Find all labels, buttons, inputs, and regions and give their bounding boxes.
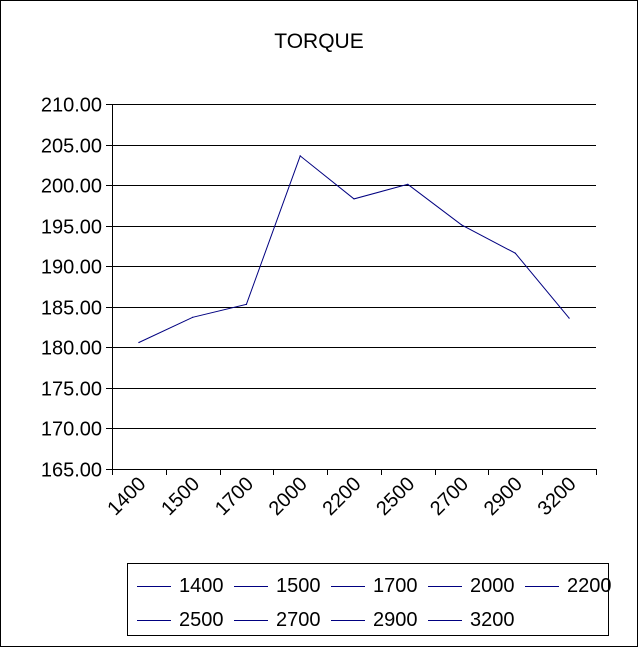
legend-item: 1700: [331, 574, 418, 598]
legend-label: 2900: [373, 608, 418, 631]
data-point: [192, 316, 194, 318]
legend-label: 2500: [179, 608, 224, 631]
legend-item: 2500: [137, 608, 224, 632]
data-point: [514, 252, 516, 254]
data-point: [353, 198, 355, 200]
legend-item: 2700: [234, 608, 321, 632]
legend-label: 2200: [567, 574, 612, 597]
legend-item: 1400: [137, 574, 224, 598]
y-tick-labels: 210.00 205.00 200.00 195.00 190.00 185.00 180.…: [41, 95, 102, 482]
legend-label: 2700: [276, 608, 321, 631]
legend-swatch: [331, 585, 365, 587]
gridlines: [112, 104, 596, 429]
y-tick-label: 170.00: [41, 419, 102, 441]
legend-label: 2000: [470, 574, 515, 597]
legend-label: 1400: [179, 574, 224, 597]
legend-swatch: [137, 585, 171, 587]
legend-label: 3200: [470, 608, 515, 631]
legend-item: 1500: [234, 574, 321, 598]
legend-item: 2900: [331, 608, 418, 632]
legend-item: 2200: [525, 574, 612, 598]
legend-label: 1500: [276, 574, 321, 597]
data-point: [407, 183, 409, 185]
legend: 1400 1500 1700 2000 2200 2500 2700 2900 3200: [127, 563, 612, 636]
legend-swatch: [525, 585, 559, 587]
y-tick-label: 200.00: [41, 176, 102, 198]
y-tick-label: 190.00: [41, 257, 102, 279]
legend-swatch: [331, 619, 365, 621]
y-tick-label: 210.00: [41, 95, 102, 117]
legend-swatch: [234, 585, 268, 587]
y-tick-label: 165.00: [41, 460, 102, 482]
y-tick-label: 185.00: [41, 298, 102, 320]
data-point: [460, 224, 463, 226]
y-tick-label: 180.00: [41, 338, 102, 360]
data-point: [245, 303, 248, 305]
data-point: [299, 155, 301, 157]
y-tick-label: 175.00: [41, 379, 102, 401]
y-tick-label: 205.00: [41, 136, 102, 158]
legend-swatch: [137, 619, 171, 621]
legend-swatch: [428, 585, 462, 587]
data-point: [138, 341, 140, 344]
legend-swatch: [234, 619, 268, 621]
legend-item: 3200: [428, 608, 515, 632]
legend-label: 1700: [373, 574, 418, 597]
axes: [106, 104, 597, 475]
chart-title: TORQUE: [274, 30, 363, 53]
legend-swatch: [428, 619, 462, 621]
series-lines: [138, 155, 570, 344]
y-tick-label: 195.00: [41, 217, 102, 239]
legend-item: 2000: [428, 574, 515, 598]
data-point: [568, 317, 570, 319]
